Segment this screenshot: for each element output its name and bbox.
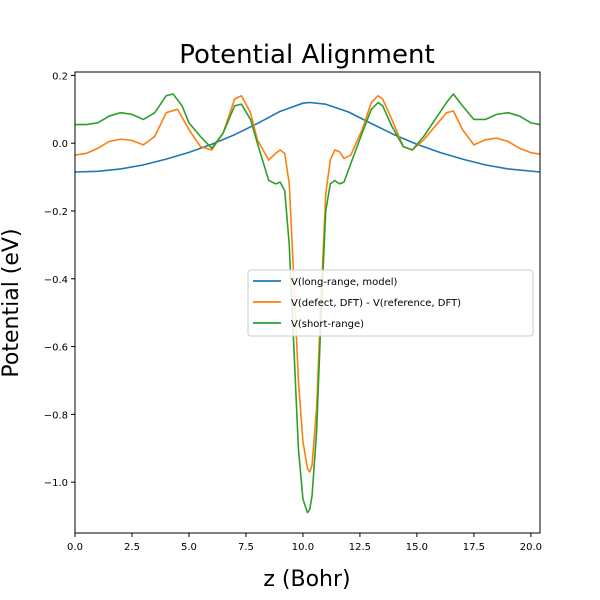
legend-label-2: V(defect, DFT) - V(reference, DFT) <box>291 298 461 309</box>
legend: V(long-range, model) V(defect, DFT) - V(r… <box>247 269 534 337</box>
y-tick-label: 0.2 <box>52 71 68 82</box>
y-tick-label: −0.8 <box>44 410 68 421</box>
x-tick-label: 20.0 <box>520 542 542 553</box>
y-tick-label: −0.4 <box>44 275 68 286</box>
x-tick-label: 12.5 <box>349 542 371 553</box>
x-axis-label: z (Bohr) <box>263 567 350 592</box>
series-line-2 <box>75 94 540 473</box>
series-line-1 <box>75 101 540 173</box>
series-line-3 <box>75 93 540 514</box>
y-tick-label: −0.2 <box>44 207 68 218</box>
x-tick-label: 17.5 <box>463 542 485 553</box>
y-tick-label: −0.6 <box>44 343 68 354</box>
axes-frame <box>74 71 541 534</box>
x-tick-label: 10.0 <box>292 542 314 553</box>
y-tick-label: 0.0 <box>52 139 68 150</box>
x-tick-label: 15.0 <box>406 542 428 553</box>
legend-label-1: V(long-range, model) <box>291 277 398 288</box>
x-tick-label: 2.5 <box>124 542 140 553</box>
chart-title: Potential Alignment <box>179 40 434 70</box>
y-axis-label: Potential (eV) <box>0 228 24 377</box>
plot-area: 0.0 2.5 5.0 7.5 10.0 12.5 15.0 17.5 20.0 0.2 0.0 −0… <box>44 71 542 553</box>
series-group <box>75 93 540 514</box>
y-tick-label: −1.0 <box>44 478 68 489</box>
legend-box <box>247 269 534 337</box>
x-tick-label: 7.5 <box>238 542 254 553</box>
x-tick-label: 5.0 <box>181 542 197 553</box>
x-tick-label: 0.0 <box>67 542 83 553</box>
legend-label-3: V(short-range) <box>291 319 364 330</box>
